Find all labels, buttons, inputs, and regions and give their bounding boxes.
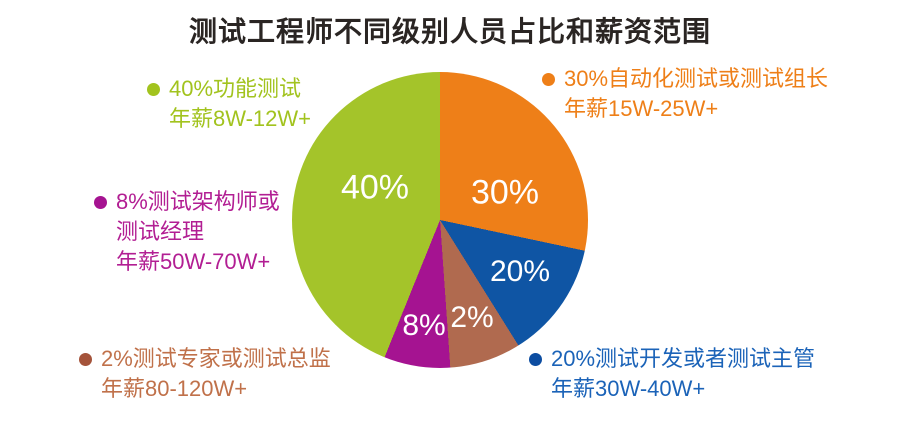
legend-automation-line2: 年薪15W-25W+ [564,96,719,121]
pie-chart: 30% 20% 2% 8% 40% [292,72,588,368]
legend-expert-bullet-icon [79,353,92,366]
legend-architect-line3: 年薪50W-70W+ [116,249,271,274]
pie-slice-label-expert: 2% [450,301,494,334]
legend-automation-line1: 30%自动化测试或测试组长 [564,66,829,91]
legend-devlead: 20%测试开发或者测试主管 年薪30W-40W+ [529,344,815,404]
legend-functional-bullet-icon [147,83,160,96]
legend-architect-bullet-icon [94,196,107,209]
legend-automation-bullet-icon [542,73,555,86]
legend-expert-line1: 2%测试专家或测试总监 [101,346,331,371]
pie-slice-label-devlead: 20% [489,255,551,288]
pie-slice-label-functional: 40% [340,168,410,207]
legend-expert-line2: 年薪80-120W+ [101,376,248,401]
legend-devlead-bullet-icon [529,353,542,366]
legend-functional-line2: 年薪8W-12W+ [169,106,312,131]
pie-slice-label-architect: 8% [402,309,446,342]
legend-functional-line1: 40%功能测试 [169,76,302,101]
legend-architect-line1: 8%测试架构师或 [116,189,280,214]
pie-slice-label-automation: 30% [470,173,540,212]
legend-devlead-line1: 20%测试开发或者测试主管 [551,346,816,371]
legend-architect: 8%测试架构师或 测试经理 年薪50W-70W+ [94,187,280,277]
legend-expert: 2%测试专家或测试总监 年薪80-120W+ [79,344,331,404]
legend-architect-line2: 测试经理 [116,219,205,244]
legend-automation: 30%自动化测试或测试组长 年薪15W-25W+ [542,64,828,124]
legend-devlead-line2: 年薪30W-40W+ [551,376,706,401]
page-title: 测试工程师不同级别人员占比和薪资范围 [188,16,711,47]
legend-functional: 40%功能测试 年薪8W-12W+ [147,74,311,134]
